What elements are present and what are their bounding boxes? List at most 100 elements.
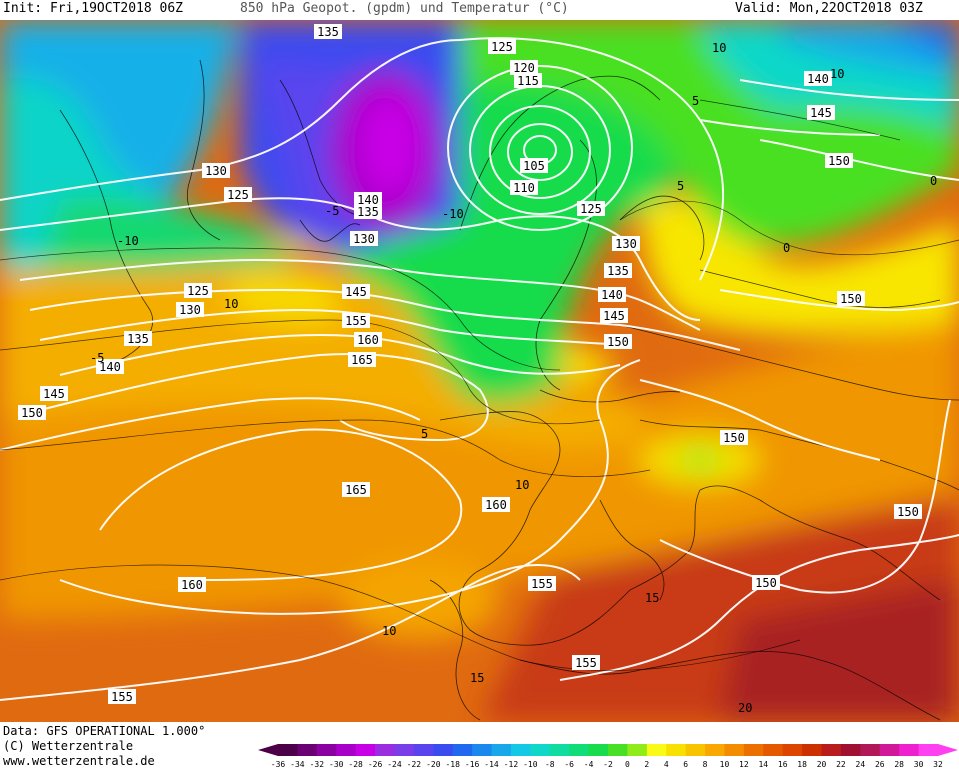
color-legend-tick-label: -22 bbox=[407, 760, 422, 769]
color-legend-swatch bbox=[491, 744, 512, 756]
color-legend-swatch bbox=[510, 744, 531, 756]
color-legend-tick-label: -26 bbox=[368, 760, 383, 769]
color-legend-tick-label: 14 bbox=[758, 760, 768, 769]
svg-text:155: 155 bbox=[531, 577, 553, 591]
color-legend-swatch bbox=[569, 744, 590, 756]
svg-text:130: 130 bbox=[615, 237, 637, 251]
svg-text:135: 135 bbox=[357, 205, 379, 219]
color-legend-tick-label: -24 bbox=[387, 760, 402, 769]
color-legend-tick-label: 24 bbox=[856, 760, 866, 769]
svg-text:-5: -5 bbox=[325, 204, 339, 218]
color-legend-tick-label: -20 bbox=[426, 760, 441, 769]
svg-text:150: 150 bbox=[723, 431, 745, 445]
color-legend-swatch bbox=[860, 744, 881, 756]
svg-text:140: 140 bbox=[807, 72, 829, 86]
color-legend-tick-label: 0 bbox=[625, 760, 630, 769]
svg-text:105: 105 bbox=[523, 159, 545, 173]
svg-text:130: 130 bbox=[205, 164, 227, 178]
svg-text:145: 145 bbox=[603, 309, 625, 323]
color-legend-swatch bbox=[918, 744, 939, 756]
svg-text:125: 125 bbox=[580, 202, 602, 216]
color-legend-tick-label: -2 bbox=[603, 760, 613, 769]
color-legend-tick-label: -8 bbox=[545, 760, 555, 769]
color-legend-swatch bbox=[452, 744, 473, 756]
color-legend-tick-label: -14 bbox=[484, 760, 499, 769]
geopotential-labels: 135 125 120 115 105 110 130 125 140 135 … bbox=[18, 24, 922, 704]
color-legend-swatch bbox=[724, 744, 745, 756]
color-legend-tick-label: 12 bbox=[739, 760, 749, 769]
color-legend-swatch bbox=[375, 744, 395, 756]
color-legend-tick-label: 2 bbox=[644, 760, 649, 769]
svg-text:-10: -10 bbox=[442, 207, 464, 221]
chart-footer: Data: GFS OPERATIONAL 1.000° (C) Wetterz… bbox=[0, 722, 959, 770]
color-legend-swatch bbox=[278, 744, 298, 756]
init-time-label: Init: Fri,19OCT2018 06Z bbox=[3, 1, 184, 16]
color-legend-swatch bbox=[394, 744, 415, 756]
website-url-text: www.wetterzentrale.de bbox=[3, 754, 155, 768]
svg-text:160: 160 bbox=[181, 578, 203, 592]
color-legend-tick-label: 18 bbox=[797, 760, 807, 769]
svg-text:135: 135 bbox=[607, 264, 629, 278]
svg-text:125: 125 bbox=[491, 40, 513, 54]
svg-text:10: 10 bbox=[712, 41, 726, 55]
svg-text:145: 145 bbox=[345, 285, 367, 299]
svg-text:20: 20 bbox=[738, 701, 752, 715]
svg-text:135: 135 bbox=[127, 332, 149, 346]
svg-text:125: 125 bbox=[187, 284, 209, 298]
temperature-color-legend: -36 -34 -32 -30 -28 -26 -24 -22 -20 -18 -16 -14 -12-… bbox=[258, 744, 958, 769]
color-legend-tick-label: 16 bbox=[778, 760, 788, 769]
color-legend-tick-label: 8 bbox=[703, 760, 708, 769]
svg-text:140: 140 bbox=[357, 193, 379, 207]
color-legend-swatch bbox=[530, 744, 551, 756]
color-legend-swatch bbox=[608, 744, 628, 756]
svg-text:150: 150 bbox=[897, 505, 919, 519]
temperature-field bbox=[0, 20, 959, 722]
color-legend-swatches bbox=[258, 744, 958, 756]
color-legend-tick-label: -4 bbox=[584, 760, 594, 769]
color-legend-swatch bbox=[685, 744, 706, 756]
color-legend-swatch bbox=[782, 744, 803, 756]
color-legend-tick-label: -34 bbox=[290, 760, 305, 769]
color-legend-swatch bbox=[802, 744, 823, 756]
color-legend-tick-label: -18 bbox=[445, 760, 460, 769]
svg-text:0: 0 bbox=[783, 241, 790, 255]
svg-text:140: 140 bbox=[601, 288, 623, 302]
color-legend-swatch bbox=[705, 744, 725, 756]
svg-text:155: 155 bbox=[111, 690, 133, 704]
color-legend-tick-label: 26 bbox=[875, 760, 885, 769]
svg-text:5: 5 bbox=[421, 427, 428, 441]
color-legend-tick-label: 6 bbox=[683, 760, 688, 769]
svg-text:110: 110 bbox=[513, 181, 535, 195]
color-legend-swatch bbox=[433, 744, 454, 756]
svg-text:130: 130 bbox=[179, 303, 201, 317]
color-legend-swatch bbox=[879, 744, 900, 756]
color-legend-swatch bbox=[336, 744, 357, 756]
color-legend-swatch bbox=[627, 744, 648, 756]
color-legend-swatch bbox=[646, 744, 667, 756]
color-legend-tick-label: -28 bbox=[348, 760, 363, 769]
chart-title: 850 hPa Geopot. (gpdm) und Temperatur (°… bbox=[240, 1, 569, 16]
svg-text:150: 150 bbox=[840, 292, 862, 306]
svg-text:135: 135 bbox=[317, 25, 339, 39]
chart-header: Init: Fri,19OCT2018 06Z 850 hPa Geopot. … bbox=[0, 0, 959, 20]
color-legend-tick-label: -30 bbox=[329, 760, 344, 769]
svg-text:145: 145 bbox=[43, 387, 65, 401]
svg-text:115: 115 bbox=[517, 74, 539, 88]
svg-text:5: 5 bbox=[692, 94, 699, 108]
svg-text:150: 150 bbox=[755, 576, 777, 590]
color-legend-swatch bbox=[666, 744, 687, 756]
svg-text:155: 155 bbox=[345, 314, 367, 328]
svg-text:15: 15 bbox=[645, 591, 659, 605]
color-legend-tick-label: -10 bbox=[523, 760, 538, 769]
svg-text:0: 0 bbox=[930, 174, 937, 188]
svg-text:10: 10 bbox=[515, 478, 529, 492]
color-legend-swatch bbox=[355, 744, 376, 756]
svg-text:130: 130 bbox=[353, 232, 375, 246]
temperature-labels: -10 -10 -5 0 5 5 10 10 10 15 15 20 0 5 -… bbox=[90, 41, 937, 715]
svg-text:5: 5 bbox=[677, 179, 684, 193]
svg-text:10: 10 bbox=[830, 67, 844, 81]
svg-text:150: 150 bbox=[828, 154, 850, 168]
color-legend-swatch bbox=[472, 744, 493, 756]
svg-text:-5: -5 bbox=[90, 351, 104, 365]
geopotential-contours bbox=[0, 37, 959, 701]
